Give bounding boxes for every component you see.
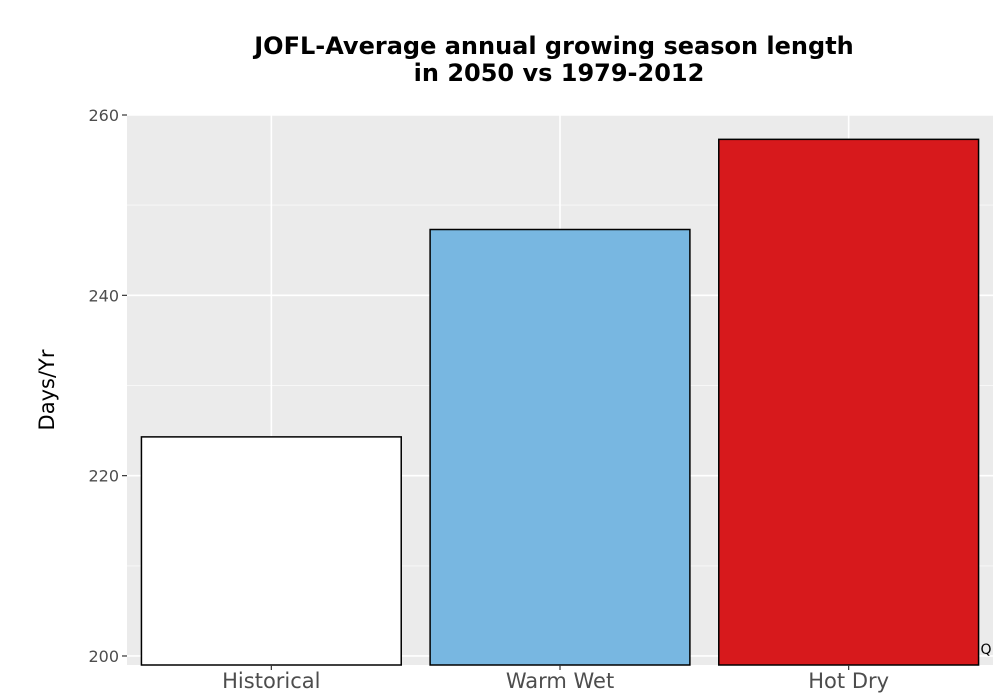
y-tick-label: 260	[88, 106, 119, 125]
x-tick-label: Historical	[222, 669, 320, 693]
corner-mark: Q	[980, 642, 991, 658]
chart-title-line-2: in 2050 vs 1979-2012	[414, 59, 705, 87]
bar	[718, 138, 980, 666]
chart-title-line-1: JOFL-Average annual growing season lengt…	[252, 32, 854, 60]
bar	[429, 228, 691, 666]
y-axis-ticks: 200 220 240 260	[88, 106, 127, 666]
y-tick-label: 220	[88, 467, 119, 486]
bars-group	[140, 138, 980, 666]
y-tick-label: 240	[88, 286, 119, 305]
x-axis-ticks: Historical Warm Wet Hot Dry	[222, 665, 889, 693]
bar	[140, 436, 402, 666]
x-tick-label: Hot Dry	[808, 669, 889, 693]
y-tick-label: 200	[88, 647, 119, 666]
y-axis-title: Days/Yr	[35, 349, 59, 430]
x-tick-label: Warm Wet	[506, 669, 614, 693]
